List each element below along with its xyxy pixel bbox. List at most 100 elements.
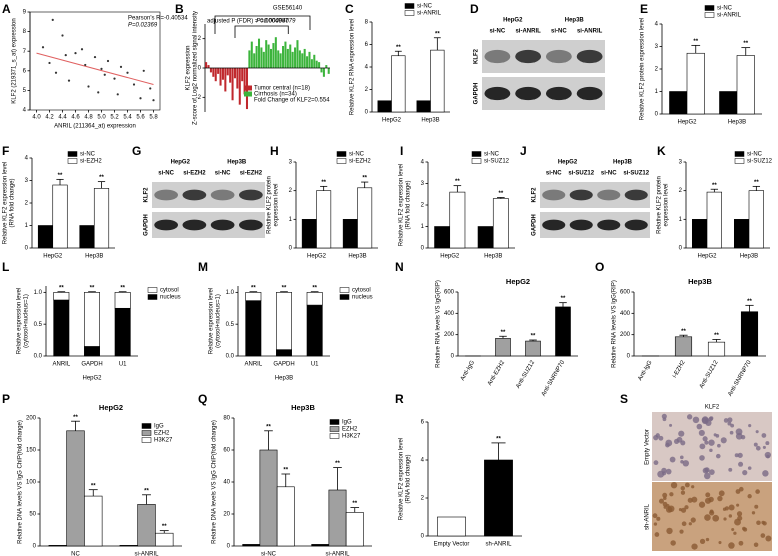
cell <box>667 505 675 513</box>
blot-band <box>154 219 178 231</box>
cell <box>712 514 720 522</box>
y-tick-label: 1.0 <box>226 290 235 296</box>
x-tick-label: NC <box>71 552 80 556</box>
y-axis-label: Relative RNA levels VS IgG(RIP) <box>436 280 442 368</box>
bar <box>274 37 277 68</box>
legend-label: si-NC <box>417 4 433 10</box>
y-axis-label: Relative expression level <box>17 288 23 354</box>
legend-label: si-NC <box>747 152 763 158</box>
legend-label: Tumor central (n=18) <box>254 86 310 92</box>
significance-mark: ** <box>712 183 717 189</box>
blot-band <box>542 219 566 231</box>
cell <box>718 541 722 545</box>
legend-label: EZH2 <box>342 427 358 433</box>
cell <box>718 490 725 497</box>
legend-swatch <box>329 433 340 439</box>
cell <box>654 532 660 537</box>
legend-swatch <box>244 85 252 91</box>
cell <box>699 443 706 450</box>
lane-label: si-NC <box>551 29 567 35</box>
y-tick-label: 0 <box>451 354 455 360</box>
y-tick-label: 1 <box>421 224 425 230</box>
significance-mark: ** <box>91 483 96 489</box>
legend-swatch <box>734 151 745 157</box>
bar <box>342 219 358 249</box>
cell <box>708 416 713 422</box>
bar <box>79 225 95 249</box>
row-label: GAPDH <box>532 214 538 236</box>
legend-label: si-EZH2 <box>80 159 102 165</box>
cell <box>739 486 744 492</box>
cell <box>704 497 712 504</box>
panel-letter: G <box>132 144 141 158</box>
lane-label: si-SUZ12 <box>623 171 649 177</box>
bar <box>245 300 262 357</box>
blot-band <box>597 219 621 231</box>
point <box>116 93 119 96</box>
bar <box>316 190 332 249</box>
bar <box>674 336 693 357</box>
significance-mark: ** <box>90 285 95 291</box>
x-tick-label: si-NC <box>261 552 277 556</box>
x-tick-label: Anti-SUZ12 <box>699 359 720 389</box>
row-label: KLF2 <box>474 48 480 64</box>
point <box>142 69 145 72</box>
significance-mark: ** <box>681 329 686 335</box>
bar <box>495 338 511 357</box>
group-label: Hep3B <box>227 160 247 166</box>
cell <box>684 505 689 510</box>
row-label: GAPDH <box>144 214 150 236</box>
significance-mark: ** <box>693 39 698 45</box>
bar <box>315 60 318 68</box>
x-tick-label: Anti-EZH2 <box>487 359 506 387</box>
y-tick-label: 0 <box>365 110 369 116</box>
cell <box>690 517 696 523</box>
x-tick-label: Anti-IgG <box>460 360 476 382</box>
bar <box>310 59 313 68</box>
cell <box>742 470 748 476</box>
panel-title: Hep3B <box>291 403 315 412</box>
point <box>93 55 97 59</box>
cell <box>662 492 668 498</box>
cell <box>753 442 758 447</box>
cell <box>737 452 743 458</box>
bar <box>719 91 738 115</box>
cell <box>751 511 756 515</box>
x-tick-label: Hep3B <box>421 118 439 124</box>
bar <box>740 311 759 357</box>
x-tick-label: Empty Vector <box>434 542 470 548</box>
x-tick-label: 5.2 <box>110 115 119 121</box>
y-tick-label: 100 <box>26 480 37 486</box>
bar <box>242 544 261 547</box>
legend-swatch <box>404 3 415 9</box>
cell <box>723 418 729 423</box>
point <box>61 34 64 37</box>
significance-mark: ** <box>435 31 440 37</box>
cell <box>670 482 678 489</box>
bar <box>289 44 292 68</box>
y-tick-label: 8 <box>23 29 27 35</box>
bar <box>229 68 232 83</box>
bar <box>245 292 262 301</box>
y-tick-label: -2 <box>196 95 202 101</box>
bar <box>84 495 103 547</box>
bar <box>209 68 212 73</box>
y-axis-label: Relative KLF2 RNA expression level <box>350 19 356 115</box>
bar <box>259 449 278 547</box>
point <box>64 54 67 57</box>
cell <box>704 514 711 521</box>
bar <box>224 68 227 92</box>
cell <box>701 416 709 424</box>
cell <box>748 424 752 428</box>
cell <box>717 495 723 502</box>
y-axis-label: Relative KLF2 protein <box>267 176 273 234</box>
bar <box>276 486 295 547</box>
legend-label: H3K27 <box>154 438 173 444</box>
bar <box>686 52 705 115</box>
bar <box>212 68 215 77</box>
cell <box>679 455 684 460</box>
bar <box>430 49 445 113</box>
x-tick-label: Hep3B <box>85 254 103 260</box>
legend-label: nucleus <box>352 295 373 301</box>
legend-swatch <box>471 151 482 157</box>
